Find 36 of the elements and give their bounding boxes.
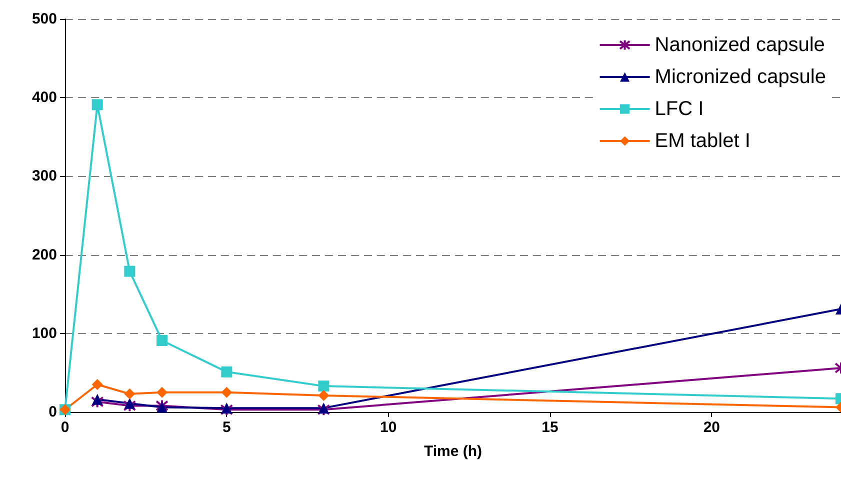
point bbox=[221, 366, 232, 378]
legend-label: Micronized capsule bbox=[654, 66, 826, 88]
legend-label: Nanonized capsule bbox=[654, 34, 825, 56]
point bbox=[124, 266, 136, 277]
x-tick-label: 20 bbox=[703, 419, 720, 436]
point bbox=[156, 402, 168, 413]
x-axis-title: Time (h) bbox=[424, 443, 482, 460]
point bbox=[156, 386, 168, 398]
y-tick-label: 500 bbox=[32, 10, 57, 28]
point bbox=[318, 380, 330, 392]
point bbox=[156, 334, 168, 346]
point bbox=[92, 378, 103, 390]
y-tick-label: 100 bbox=[32, 324, 57, 342]
point bbox=[156, 399, 168, 412]
point bbox=[221, 386, 232, 398]
point bbox=[317, 403, 330, 416]
point bbox=[318, 402, 330, 414]
y-tick-label: 0 bbox=[48, 404, 57, 420]
y-tick-label: 200 bbox=[32, 246, 57, 264]
point bbox=[124, 388, 136, 400]
point bbox=[124, 398, 136, 409]
point bbox=[221, 402, 232, 414]
legend-label: EM tablet I bbox=[654, 130, 750, 152]
point bbox=[318, 390, 330, 401]
point bbox=[220, 403, 234, 416]
x-tick-label: 10 bbox=[380, 419, 397, 436]
x-tick-label: 0 bbox=[60, 419, 70, 436]
y-tick-label: 400 bbox=[32, 89, 57, 106]
point bbox=[92, 394, 103, 405]
point bbox=[90, 395, 104, 408]
legend-label: LFC I bbox=[654, 98, 704, 120]
point bbox=[92, 99, 103, 110]
x-tick-label: 15 bbox=[542, 419, 558, 436]
point bbox=[123, 399, 136, 412]
y-tick-label: 300 bbox=[32, 168, 57, 185]
x-tick-label: 5 bbox=[222, 419, 231, 436]
